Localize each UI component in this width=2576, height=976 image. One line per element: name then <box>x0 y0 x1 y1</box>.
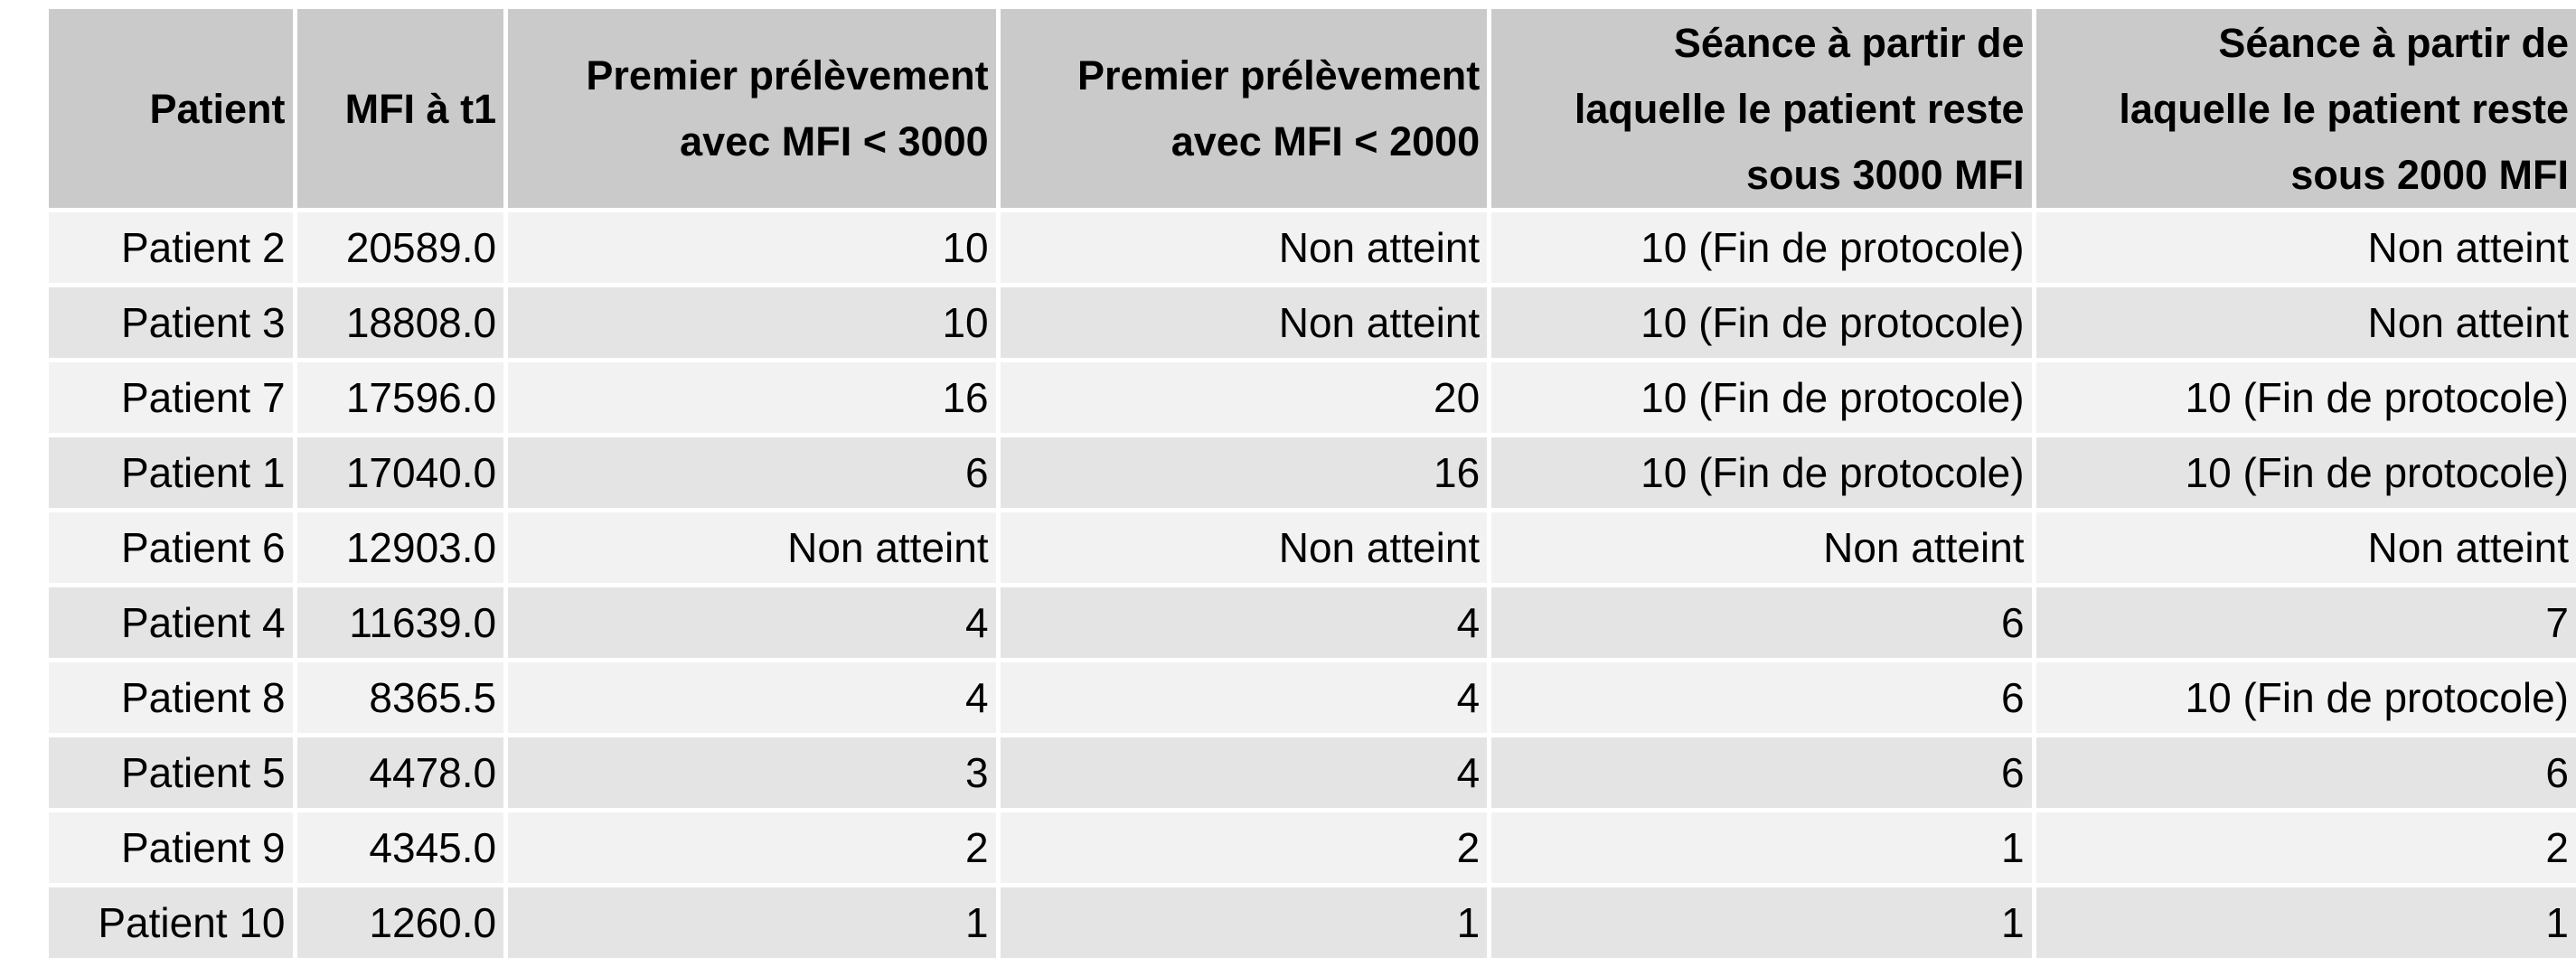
cell-session-under-2000: 10 (Fin de protocole) <box>2035 362 2576 433</box>
cell-mfi-t1: 17040.0 <box>296 437 504 508</box>
cell-session-under-2000: 2 <box>2035 812 2576 883</box>
cell-patient: Patient 4 <box>49 587 293 658</box>
cell-patient: Patient 6 <box>49 512 293 583</box>
table-row: Patient 1 17040.0 6 16 10 (Fin de protocole)… <box>49 437 2576 508</box>
header-session-under-2000: Séance à partir de laquelle le patient r… <box>2035 9 2576 208</box>
cell-first-sample-2000: 1 <box>1000 887 1488 958</box>
cell-session-under-3000: 10 (Fin de protocole) <box>1491 437 2032 508</box>
cell-mfi-t1: 20589.0 <box>296 212 504 283</box>
results-table: Patient MFI à t1 Premier prélèvement ave… <box>44 5 2576 962</box>
table-body: Patient 2 20589.0 10 Non atteint 10 (Fin de … <box>49 212 2576 958</box>
table-row: Patient 4 11639.0 4 4 6 7 <box>49 587 2576 658</box>
cell-session-under-3000: 6 <box>1491 587 2032 658</box>
cell-patient: Patient 7 <box>49 362 293 433</box>
cell-patient: Patient 3 <box>49 287 293 358</box>
cell-patient: Patient 9 <box>49 812 293 883</box>
header-row: Patient MFI à t1 Premier prélèvement ave… <box>49 9 2576 208</box>
cell-first-sample-3000: 4 <box>508 587 996 658</box>
cell-first-sample-3000: 6 <box>508 437 996 508</box>
cell-first-sample-3000: 16 <box>508 362 996 433</box>
header-first-sample-3000: Premier prélèvement avec MFI < 3000 <box>508 9 996 208</box>
cell-session-under-3000: 10 (Fin de protocole) <box>1491 362 2032 433</box>
cell-session-under-3000: 1 <box>1491 887 2032 958</box>
cell-first-sample-3000: 3 <box>508 737 996 808</box>
cell-patient: Patient 8 <box>49 662 293 733</box>
cell-session-under-3000: 10 (Fin de protocole) <box>1491 287 2032 358</box>
cell-session-under-2000: Non atteint <box>2035 212 2576 283</box>
cell-first-sample-2000: Non atteint <box>1000 287 1488 358</box>
cell-first-sample-2000: Non atteint <box>1000 512 1488 583</box>
cell-session-under-3000: 6 <box>1491 737 2032 808</box>
cell-session-under-2000: 7 <box>2035 587 2576 658</box>
cell-session-under-2000: 1 <box>2035 887 2576 958</box>
cell-first-sample-2000: 4 <box>1000 662 1488 733</box>
cell-mfi-t1: 12903.0 <box>296 512 504 583</box>
cell-patient: Patient 5 <box>49 737 293 808</box>
cell-mfi-t1: 1260.0 <box>296 887 504 958</box>
cell-first-sample-3000: 4 <box>508 662 996 733</box>
cell-first-sample-2000: 16 <box>1000 437 1488 508</box>
cell-patient: Patient 2 <box>49 212 293 283</box>
table-row: Patient 5 4478.0 3 4 6 6 <box>49 737 2576 808</box>
cell-session-under-2000: Non atteint <box>2035 512 2576 583</box>
cell-first-sample-3000: 2 <box>508 812 996 883</box>
table-row: Patient 8 8365.5 4 4 6 10 (Fin de protocole) <box>49 662 2576 733</box>
table-row: Patient 10 1260.0 1 1 1 1 <box>49 887 2576 958</box>
cell-mfi-t1: 8365.5 <box>296 662 504 733</box>
cell-session-under-2000: 10 (Fin de protocole) <box>2035 662 2576 733</box>
table-row: Patient 2 20589.0 10 Non atteint 10 (Fin de … <box>49 212 2576 283</box>
cell-first-sample-3000: 10 <box>508 212 996 283</box>
cell-mfi-t1: 4345.0 <box>296 812 504 883</box>
cell-session-under-3000: 10 (Fin de protocole) <box>1491 212 2032 283</box>
cell-first-sample-2000: Non atteint <box>1000 212 1488 283</box>
cell-mfi-t1: 17596.0 <box>296 362 504 433</box>
cell-patient: Patient 10 <box>49 887 293 958</box>
cell-mfi-t1: 11639.0 <box>296 587 504 658</box>
table-row: Patient 3 18808.0 10 Non atteint 10 (Fin de … <box>49 287 2576 358</box>
cell-session-under-3000: 1 <box>1491 812 2032 883</box>
header-first-sample-2000: Premier prélèvement avec MFI < 2000 <box>1000 9 1488 208</box>
cell-session-under-2000: 10 (Fin de protocole) <box>2035 437 2576 508</box>
table-row: Patient 6 12903.0 Non atteint Non atteint No… <box>49 512 2576 583</box>
cell-first-sample-3000: Non atteint <box>508 512 996 583</box>
table-row: Patient 9 4345.0 2 2 1 2 <box>49 812 2576 883</box>
cell-first-sample-3000: 10 <box>508 287 996 358</box>
cell-first-sample-3000: 1 <box>508 887 996 958</box>
cell-first-sample-2000: 4 <box>1000 587 1488 658</box>
cell-first-sample-2000: 4 <box>1000 737 1488 808</box>
cell-patient: Patient 1 <box>49 437 293 508</box>
cell-first-sample-2000: 2 <box>1000 812 1488 883</box>
cell-mfi-t1: 18808.0 <box>296 287 504 358</box>
table-row: Patient 7 17596.0 16 20 10 (Fin de protocole… <box>49 362 2576 433</box>
cell-session-under-3000: Non atteint <box>1491 512 2032 583</box>
cell-session-under-2000: 6 <box>2035 737 2576 808</box>
cell-session-under-2000: Non atteint <box>2035 287 2576 358</box>
cell-mfi-t1: 4478.0 <box>296 737 504 808</box>
header-session-under-3000: Séance à partir de laquelle le patient r… <box>1491 9 2032 208</box>
cell-first-sample-2000: 20 <box>1000 362 1488 433</box>
cell-session-under-3000: 6 <box>1491 662 2032 733</box>
header-mfi-t1: MFI à t1 <box>296 9 504 208</box>
header-patient: Patient <box>49 9 293 208</box>
